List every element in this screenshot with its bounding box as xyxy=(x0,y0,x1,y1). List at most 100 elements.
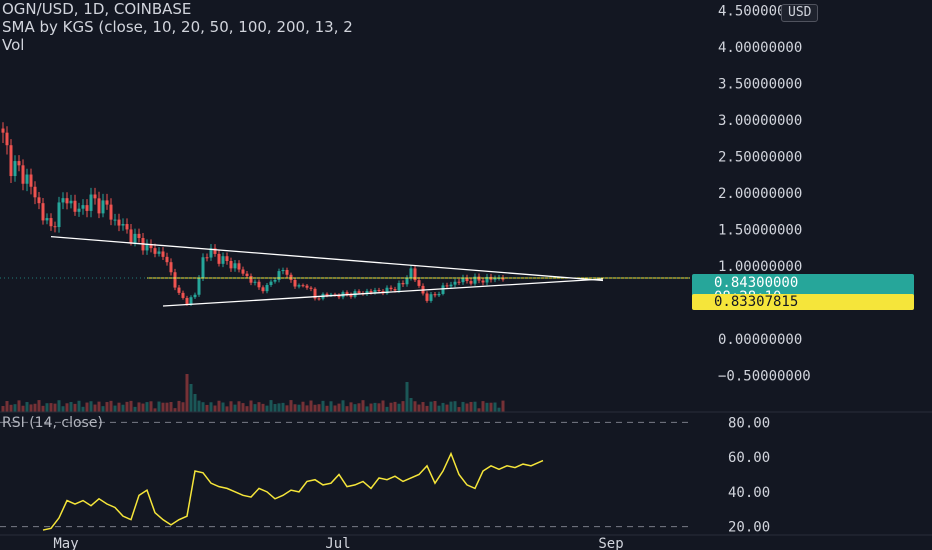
volume-bar xyxy=(97,401,101,412)
candle-body xyxy=(265,284,269,292)
volume-bar xyxy=(241,403,245,412)
candle-body xyxy=(209,248,213,258)
candle-body xyxy=(337,294,341,298)
sma-indicator-legend[interactable]: SMA by KGS (close, 10, 20, 50, 100, 200,… xyxy=(2,18,353,36)
symbol-legend[interactable]: OGN/USD, 1D, COINBASE xyxy=(2,0,192,18)
candle-body xyxy=(93,194,97,199)
candle-body xyxy=(69,200,73,204)
candle-body xyxy=(461,277,465,283)
candle-body xyxy=(221,256,225,264)
candle-body xyxy=(81,205,85,209)
candle-body xyxy=(121,224,125,226)
volume-bar xyxy=(161,402,165,412)
candle-body xyxy=(17,161,21,166)
volume-bar xyxy=(353,404,357,412)
candle-body xyxy=(329,294,333,296)
candle-body xyxy=(245,273,249,277)
volume-bar xyxy=(425,405,429,412)
volume-bar xyxy=(313,404,317,412)
volume-bar xyxy=(41,405,45,412)
candle-body xyxy=(41,203,45,221)
candle-body xyxy=(273,279,277,282)
volume-bar xyxy=(245,406,249,412)
volume-bar xyxy=(105,402,109,412)
candle-body xyxy=(189,297,193,305)
volume-legend[interactable]: Vol xyxy=(2,36,25,54)
volume-bar xyxy=(1,406,5,412)
volume-bar xyxy=(269,400,273,412)
rsi-tick-label: 60.00 xyxy=(728,450,770,466)
candle-body xyxy=(389,287,393,290)
candle-body xyxy=(365,290,369,294)
volume-bar xyxy=(101,406,105,412)
last-price-value: 0.84300000 xyxy=(714,275,799,291)
volume-bar xyxy=(189,384,193,412)
triangle-trendline xyxy=(162,278,604,307)
volume-bar xyxy=(21,405,25,412)
volume-bar xyxy=(485,402,489,412)
candle-body xyxy=(181,292,185,298)
volume-bar xyxy=(205,404,209,412)
volume-bar xyxy=(13,404,17,412)
price-axis[interactable]: 4.500000004.000000003.500000003.00000000… xyxy=(718,3,811,535)
time-tick-label: May xyxy=(53,536,78,550)
volume-bar xyxy=(497,407,501,412)
candle-body xyxy=(269,281,273,285)
time-axis[interactable]: May Jul Sep xyxy=(0,534,932,550)
volume-bar xyxy=(393,401,397,412)
candle-body xyxy=(465,277,469,282)
candle-body xyxy=(433,294,437,296)
volume-bar xyxy=(293,404,297,412)
candle-body xyxy=(137,233,141,238)
candle-body xyxy=(277,271,281,280)
volume-bar xyxy=(49,403,53,412)
rsi-legend[interactable]: RSI (14, close) xyxy=(2,415,103,431)
volume-bar xyxy=(429,401,433,412)
volume-bar xyxy=(501,400,505,412)
volume-bars xyxy=(1,374,505,412)
volume-bar xyxy=(253,404,257,412)
candle-body xyxy=(409,268,413,279)
candle-body xyxy=(401,283,405,285)
candle-body xyxy=(133,233,137,243)
volume-bar xyxy=(405,382,409,412)
candle-body xyxy=(97,198,101,214)
volume-bar xyxy=(349,402,353,412)
volume-bar xyxy=(137,402,141,412)
volume-bar xyxy=(185,374,189,412)
volume-bar xyxy=(73,403,77,412)
volume-bar xyxy=(273,404,277,412)
currency-label[interactable]: USD xyxy=(781,4,819,22)
candle-body xyxy=(241,269,245,274)
candle-body xyxy=(125,224,129,230)
candle-body xyxy=(345,292,349,295)
volume-bar xyxy=(373,402,377,412)
candle-body xyxy=(481,280,485,283)
volume-bar xyxy=(229,401,233,412)
candle-body xyxy=(1,128,5,133)
volume-bar xyxy=(437,405,441,412)
volume-bar xyxy=(89,401,93,412)
volume-bar xyxy=(281,402,285,412)
candle-body xyxy=(289,274,293,280)
volume-bar xyxy=(361,400,365,412)
volume-bar xyxy=(285,405,289,412)
volume-bar xyxy=(141,403,145,412)
rsi-tick-label: 40.00 xyxy=(728,485,770,501)
volume-bar xyxy=(169,401,173,412)
volume-bar xyxy=(157,401,161,412)
volume-bar xyxy=(357,403,361,412)
candle-body xyxy=(109,204,113,220)
candle-body xyxy=(305,285,309,288)
volume-bar xyxy=(217,400,221,412)
candle-body xyxy=(45,218,49,221)
volume-bar xyxy=(317,404,321,412)
candle-body xyxy=(53,226,57,228)
volume-bar xyxy=(29,404,33,412)
volume-bar xyxy=(69,402,73,412)
volume-bar xyxy=(233,404,237,412)
candle-body xyxy=(117,219,121,226)
candle-body xyxy=(237,263,241,270)
volume-bar xyxy=(237,401,241,412)
